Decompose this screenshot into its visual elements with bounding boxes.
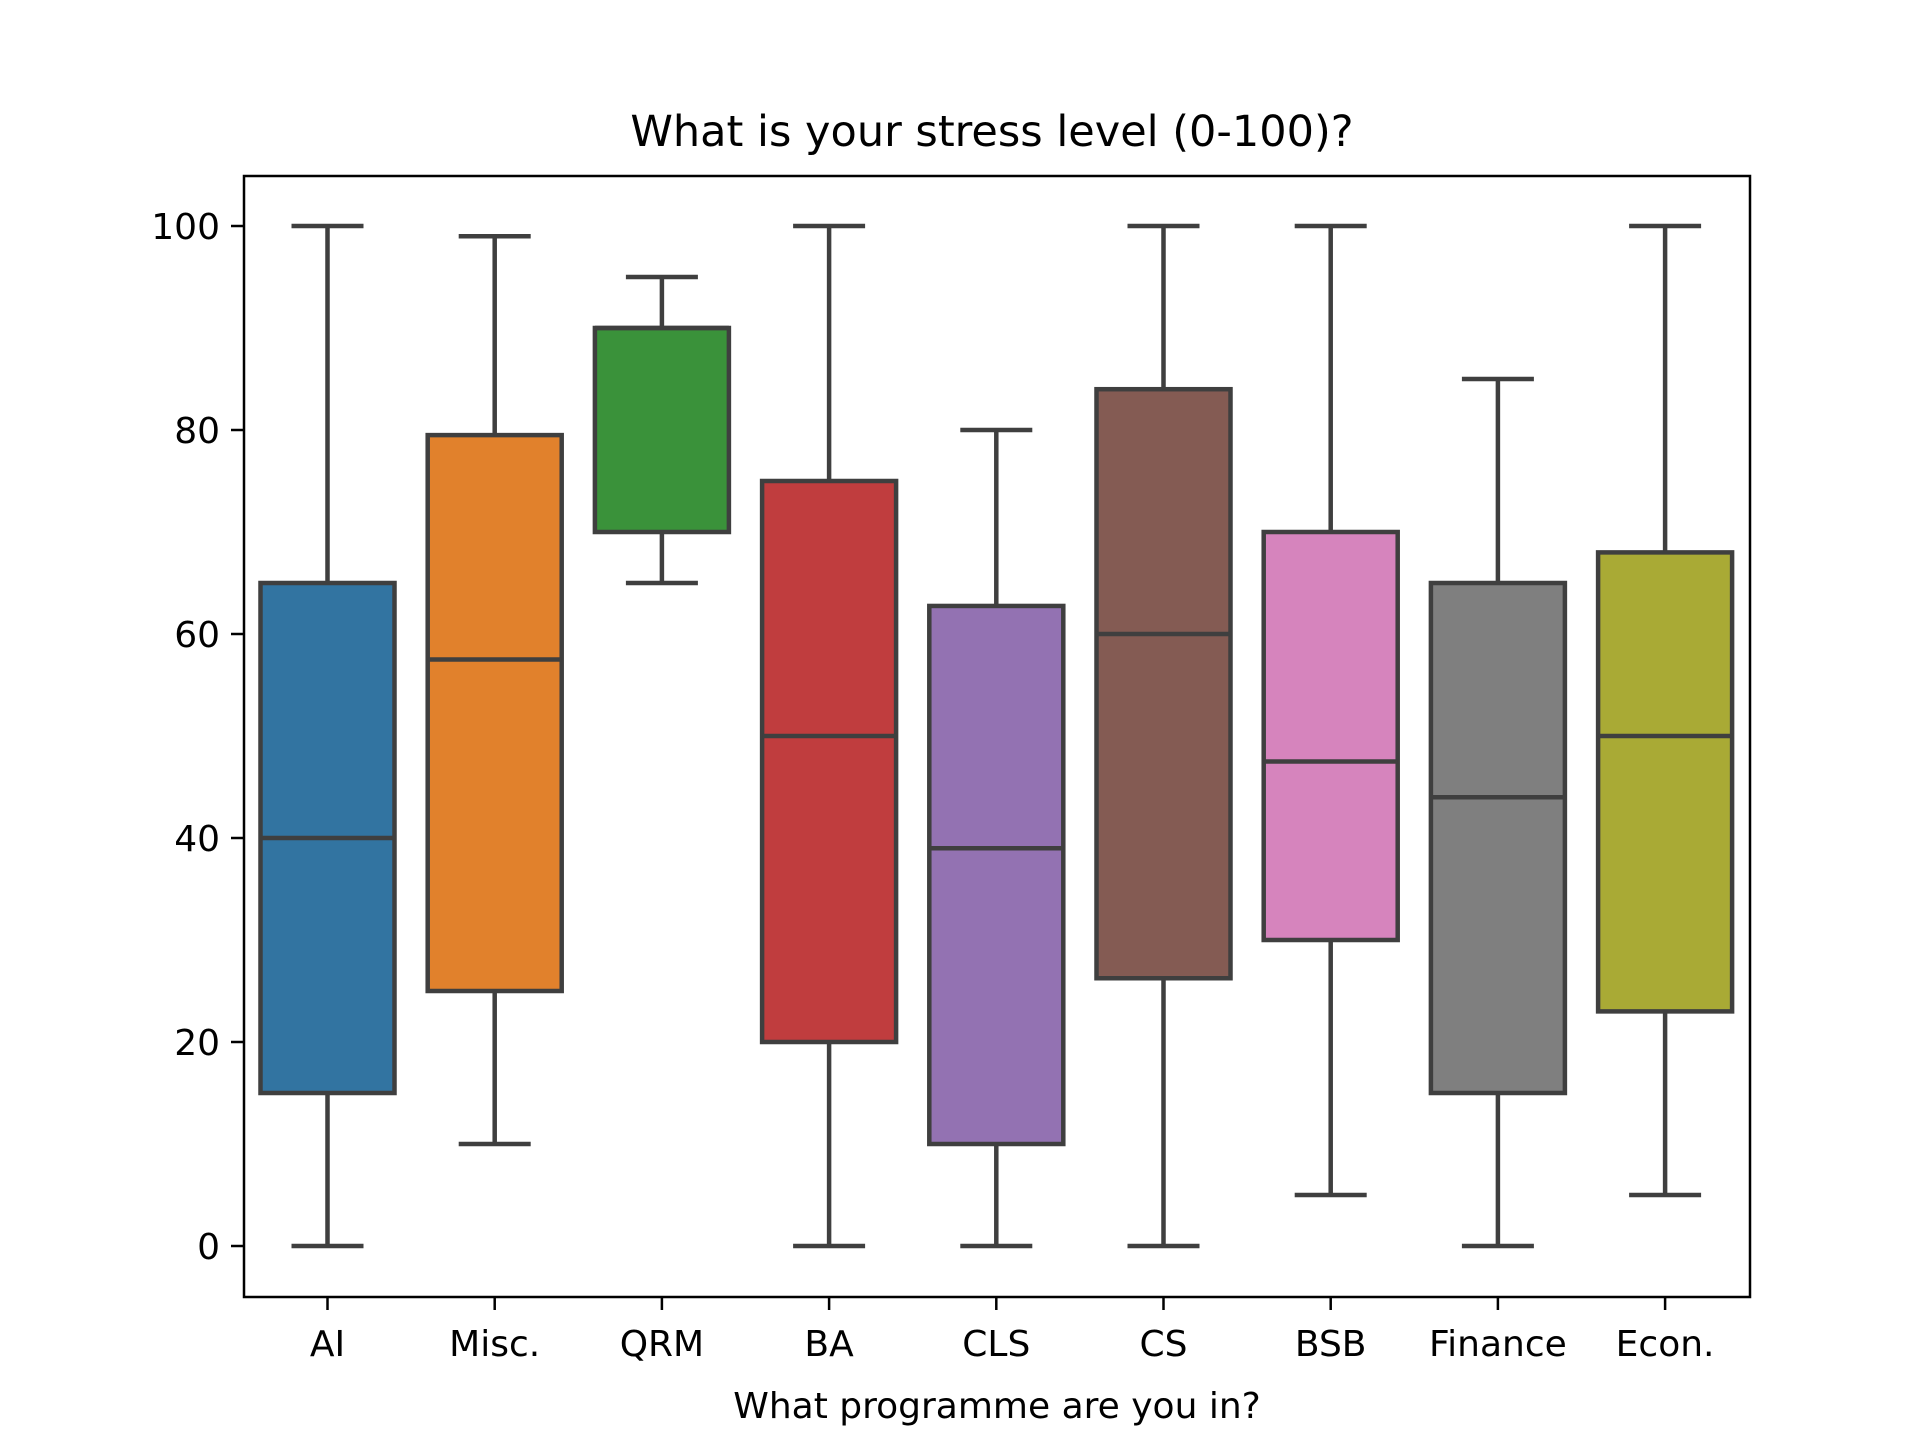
boxes-group <box>258 223 1735 1249</box>
iqr-box <box>425 432 564 994</box>
x-tick-label: QRM <box>620 1324 704 1365</box>
y-tick-label: 20 <box>174 1023 220 1064</box>
box-finance <box>1428 376 1568 1249</box>
y-tick-label: 100 <box>151 207 220 248</box>
box-misc <box>425 233 564 1147</box>
iqr-box <box>1428 580 1568 1096</box>
x-tick-label: Finance <box>1429 1324 1567 1365</box>
x-tick-label: CS <box>1140 1324 1188 1365</box>
x-axis: AI Misc. QRM BA CLS CS BSB Finance Econ. <box>310 1297 1715 1365</box>
box-qrm <box>592 274 732 586</box>
box-ba <box>759 223 899 1249</box>
y-tick-label: 80 <box>174 411 220 452</box>
x-tick-label: Econ. <box>1616 1324 1715 1365</box>
plot-frame <box>242 174 1752 1299</box>
box-cls <box>927 427 1066 1249</box>
x-tick-label: BA <box>804 1324 854 1365</box>
box-econ <box>1595 223 1735 1198</box>
y-axis: 0 20 40 60 80 100 <box>151 207 244 1268</box>
x-tick-label: Misc. <box>449 1324 540 1365</box>
box-ai <box>258 223 397 1249</box>
iqr-box <box>1261 529 1400 943</box>
iqr-box <box>1094 386 1233 981</box>
y-tick-label: 60 <box>174 615 220 656</box>
x-axis-title: What programme are you in? <box>733 1386 1261 1427</box>
box-cs <box>1094 223 1233 1249</box>
iqr-box <box>1595 550 1735 1014</box>
x-tick-label: CLS <box>962 1324 1030 1365</box>
iqr-box <box>592 325 732 535</box>
y-tick-label: 40 <box>174 819 220 860</box>
y-tick-label: 0 <box>197 1227 220 1268</box>
iqr-box <box>927 603 1066 1147</box>
x-tick-label: BSB <box>1295 1324 1367 1365</box>
iqr-box <box>759 478 899 1045</box>
x-tick-label: AI <box>310 1324 345 1365</box>
chart-title: What is your stress level (0-100)? <box>630 107 1353 157</box>
box-bsb <box>1261 223 1400 1198</box>
